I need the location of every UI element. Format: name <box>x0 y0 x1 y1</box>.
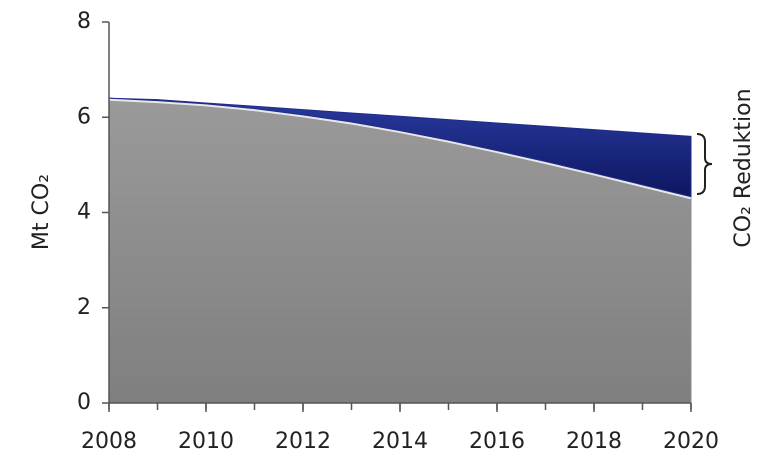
y-tick-label: 2 <box>77 295 91 320</box>
bracket <box>696 133 713 195</box>
y-tick-label: 0 <box>77 390 91 415</box>
y-tick-label: 4 <box>77 200 91 225</box>
y-tick-label: 8 <box>77 9 91 34</box>
x-tick-label: 2020 <box>663 429 719 454</box>
x-tick-label: 2016 <box>469 429 525 454</box>
x-tick-label: 2018 <box>566 429 622 454</box>
x-tick-label: 2008 <box>81 429 137 454</box>
x-tick-label: 2012 <box>275 429 331 454</box>
area <box>108 97 692 198</box>
x-tick-label: 2010 <box>178 429 234 454</box>
y-tick-label: 6 <box>77 104 91 129</box>
y-axis-label: Mt CO₂ <box>29 174 54 250</box>
highlight <box>108 97 692 200</box>
x-tick-label: 2014 <box>372 429 428 454</box>
annotation: CO₂ Reduktion <box>731 88 756 247</box>
